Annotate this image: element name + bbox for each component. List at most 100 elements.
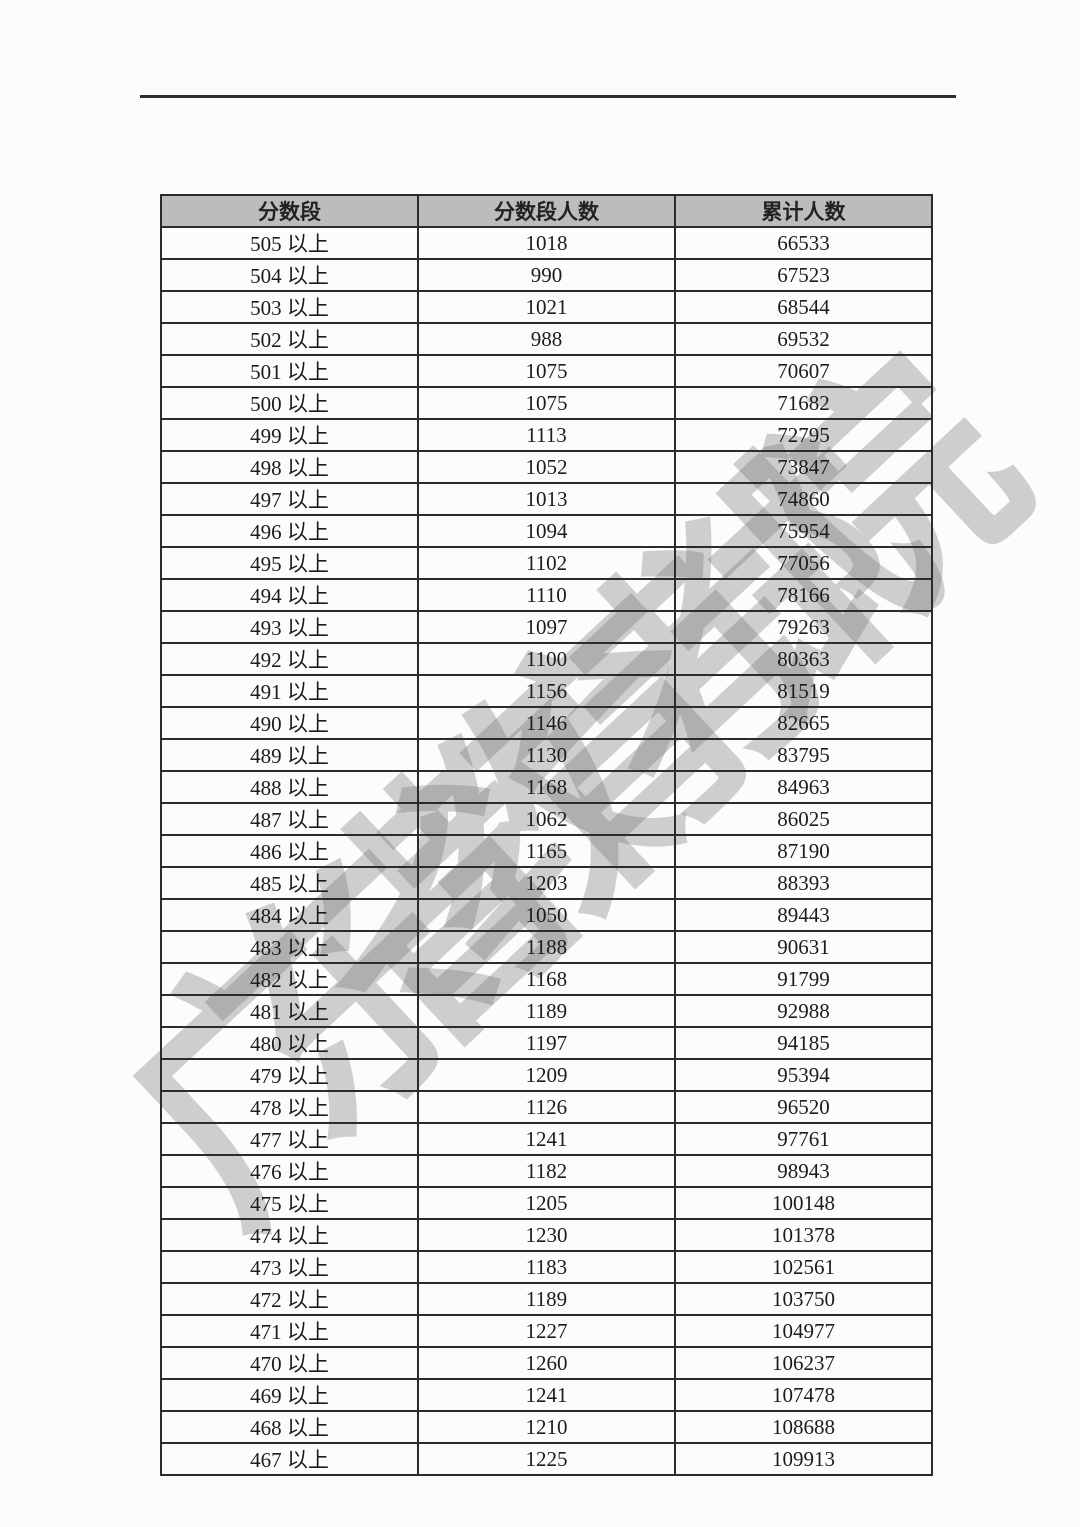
score-range-cell: 480 以上 xyxy=(160,1026,419,1060)
table-row: 471 以上 1227 104977 xyxy=(160,1314,933,1348)
score-range-cell: 470 以上 xyxy=(160,1346,419,1380)
score-range-cell: 505 以上 xyxy=(160,226,419,260)
range-count-cell: 1110 xyxy=(417,578,676,612)
cumulative-count-cell: 74860 xyxy=(674,482,933,516)
score-range-cell: 496 以上 xyxy=(160,514,419,548)
table-row: 476 以上 1182 98943 xyxy=(160,1154,933,1188)
score-range-cell: 501 以上 xyxy=(160,354,419,388)
table-row: 500 以上 1075 71682 xyxy=(160,386,933,420)
table-row: 472 以上 1189 103750 xyxy=(160,1282,933,1316)
cumulative-count-cell: 79263 xyxy=(674,610,933,644)
table-row: 504 以上 990 67523 xyxy=(160,258,933,292)
table-row: 486 以上 1165 87190 xyxy=(160,834,933,868)
column-header-range-count: 分数段人数 xyxy=(417,194,676,228)
range-count-cell: 1183 xyxy=(417,1250,676,1284)
range-count-cell: 990 xyxy=(417,258,676,292)
table-row: 492 以上 1100 80363 xyxy=(160,642,933,676)
range-count-cell: 1225 xyxy=(417,1442,676,1476)
range-count-cell: 1050 xyxy=(417,898,676,932)
cumulative-count-cell: 71682 xyxy=(674,386,933,420)
score-range-cell: 475 以上 xyxy=(160,1186,419,1220)
table-row: 481 以上 1189 92988 xyxy=(160,994,933,1028)
table-row: 494 以上 1110 78166 xyxy=(160,578,933,612)
table-header-row: 分数段 分数段人数 累计人数 xyxy=(160,194,933,228)
range-count-cell: 1075 xyxy=(417,354,676,388)
score-table-body: 505 以上 1018 66533 504 以上 990 67523 503 以上 1021 6… xyxy=(160,226,933,1476)
table-row: 501 以上 1075 70607 xyxy=(160,354,933,388)
cumulative-count-cell: 81519 xyxy=(674,674,933,708)
cumulative-count-cell: 91799 xyxy=(674,962,933,996)
range-count-cell: 1182 xyxy=(417,1154,676,1188)
range-count-cell: 1168 xyxy=(417,770,676,804)
range-count-cell: 1210 xyxy=(417,1410,676,1444)
cumulative-count-cell: 67523 xyxy=(674,258,933,292)
range-count-cell: 1130 xyxy=(417,738,676,772)
cumulative-count-cell: 80363 xyxy=(674,642,933,676)
table-row: 495 以上 1102 77056 xyxy=(160,546,933,580)
score-range-cell: 467 以上 xyxy=(160,1442,419,1476)
score-range-cell: 486 以上 xyxy=(160,834,419,868)
range-count-cell: 1013 xyxy=(417,482,676,516)
range-count-cell: 1146 xyxy=(417,706,676,740)
table-row: 467 以上 1225 109913 xyxy=(160,1442,933,1476)
score-range-cell: 488 以上 xyxy=(160,770,419,804)
table-row: 503 以上 1021 68544 xyxy=(160,290,933,324)
table-header: 分数段 分数段人数 累计人数 xyxy=(160,194,933,228)
cumulative-count-cell: 86025 xyxy=(674,802,933,836)
cumulative-count-cell: 102561 xyxy=(674,1250,933,1284)
score-range-cell: 476 以上 xyxy=(160,1154,419,1188)
score-range-cell: 498 以上 xyxy=(160,450,419,484)
table-row: 488 以上 1168 84963 xyxy=(160,770,933,804)
table-row: 477 以上 1241 97761 xyxy=(160,1122,933,1156)
table-row: 484 以上 1050 89443 xyxy=(160,898,933,932)
table-row: 473 以上 1183 102561 xyxy=(160,1250,933,1284)
cumulative-count-cell: 103750 xyxy=(674,1282,933,1316)
table-row: 483 以上 1188 90631 xyxy=(160,930,933,964)
range-count-cell: 1094 xyxy=(417,514,676,548)
range-count-cell: 1018 xyxy=(417,226,676,260)
table-row: 497 以上 1013 74860 xyxy=(160,482,933,516)
score-range-cell: 485 以上 xyxy=(160,866,419,900)
table-row: 475 以上 1205 100148 xyxy=(160,1186,933,1220)
range-count-cell: 1156 xyxy=(417,674,676,708)
range-count-cell: 1021 xyxy=(417,290,676,324)
range-count-cell: 1102 xyxy=(417,546,676,580)
table-row: 496 以上 1094 75954 xyxy=(160,514,933,548)
table-row: 482 以上 1168 91799 xyxy=(160,962,933,996)
score-range-cell: 503 以上 xyxy=(160,290,419,324)
cumulative-count-cell: 94185 xyxy=(674,1026,933,1060)
score-range-cell: 478 以上 xyxy=(160,1090,419,1124)
score-range-cell: 499 以上 xyxy=(160,418,419,452)
table-row: 499 以上 1113 72795 xyxy=(160,418,933,452)
table-row: 491 以上 1156 81519 xyxy=(160,674,933,708)
cumulative-count-cell: 101378 xyxy=(674,1218,933,1252)
score-range-cell: 481 以上 xyxy=(160,994,419,1028)
table-row: 498 以上 1052 73847 xyxy=(160,450,933,484)
score-range-cell: 504 以上 xyxy=(160,258,419,292)
range-count-cell: 1241 xyxy=(417,1378,676,1412)
cumulative-count-cell: 88393 xyxy=(674,866,933,900)
score-range-cell: 474 以上 xyxy=(160,1218,419,1252)
score-range-cell: 489 以上 xyxy=(160,738,419,772)
cumulative-count-cell: 92988 xyxy=(674,994,933,1028)
score-distribution-table: 分数段 分数段人数 累计人数 505 以上 1018 66533 504 以上 990 6… xyxy=(160,194,933,1476)
cumulative-count-cell: 106237 xyxy=(674,1346,933,1380)
table-row: 474 以上 1230 101378 xyxy=(160,1218,933,1252)
cumulative-count-cell: 96520 xyxy=(674,1090,933,1124)
cumulative-count-cell: 70607 xyxy=(674,354,933,388)
score-range-cell: 491 以上 xyxy=(160,674,419,708)
range-count-cell: 1189 xyxy=(417,994,676,1028)
cumulative-count-cell: 104977 xyxy=(674,1314,933,1348)
header-rule xyxy=(140,95,956,98)
cumulative-count-cell: 97761 xyxy=(674,1122,933,1156)
cumulative-count-cell: 109913 xyxy=(674,1442,933,1476)
score-range-cell: 494 以上 xyxy=(160,578,419,612)
cumulative-count-cell: 69532 xyxy=(674,322,933,356)
table-row: 478 以上 1126 96520 xyxy=(160,1090,933,1124)
range-count-cell: 1227 xyxy=(417,1314,676,1348)
range-count-cell: 1062 xyxy=(417,802,676,836)
cumulative-count-cell: 83795 xyxy=(674,738,933,772)
score-range-cell: 493 以上 xyxy=(160,610,419,644)
score-range-cell: 502 以上 xyxy=(160,322,419,356)
score-range-cell: 490 以上 xyxy=(160,706,419,740)
